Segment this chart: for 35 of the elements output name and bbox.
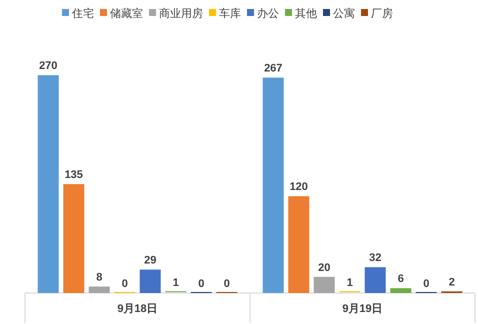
data-label: 0: [224, 278, 230, 290]
bar: [314, 276, 335, 293]
legend-label: 厂房: [371, 7, 393, 20]
data-label: 0: [122, 278, 128, 290]
bar: [364, 267, 386, 293]
legend-label: 储藏室: [110, 7, 143, 20]
data-label: 270: [39, 60, 58, 72]
data-label: 0: [423, 278, 430, 290]
bar: [38, 75, 59, 293]
data-label: 8: [96, 272, 102, 284]
data-label: 1: [172, 277, 179, 290]
data-label: 29: [144, 254, 156, 267]
legend-label: 住宅: [72, 7, 94, 20]
bar: [63, 184, 84, 293]
bar: [140, 270, 161, 293]
legend-label: 商业用房: [159, 7, 203, 20]
data-label: 0: [198, 278, 204, 290]
x-tick-label: 9月19日: [342, 303, 383, 315]
data-label: 2: [448, 276, 455, 288]
legend-label: 车库: [219, 7, 241, 20]
data-label: 120: [290, 181, 308, 194]
data-label: 20: [318, 262, 330, 274]
legend-label: 公寓: [333, 7, 355, 20]
data-label: 135: [64, 169, 83, 182]
bar: [390, 288, 412, 293]
bar: [262, 78, 284, 293]
x-tick-label: 9月18日: [117, 303, 158, 315]
data-label: 6: [398, 273, 404, 286]
data-label: 32: [369, 252, 382, 264]
bar: [288, 196, 310, 293]
bar: [88, 286, 110, 293]
legend-label: 办公: [257, 7, 279, 20]
data-label: 1: [346, 277, 353, 290]
data-label: 267: [264, 62, 282, 75]
legend-label: 其他: [295, 7, 317, 20]
